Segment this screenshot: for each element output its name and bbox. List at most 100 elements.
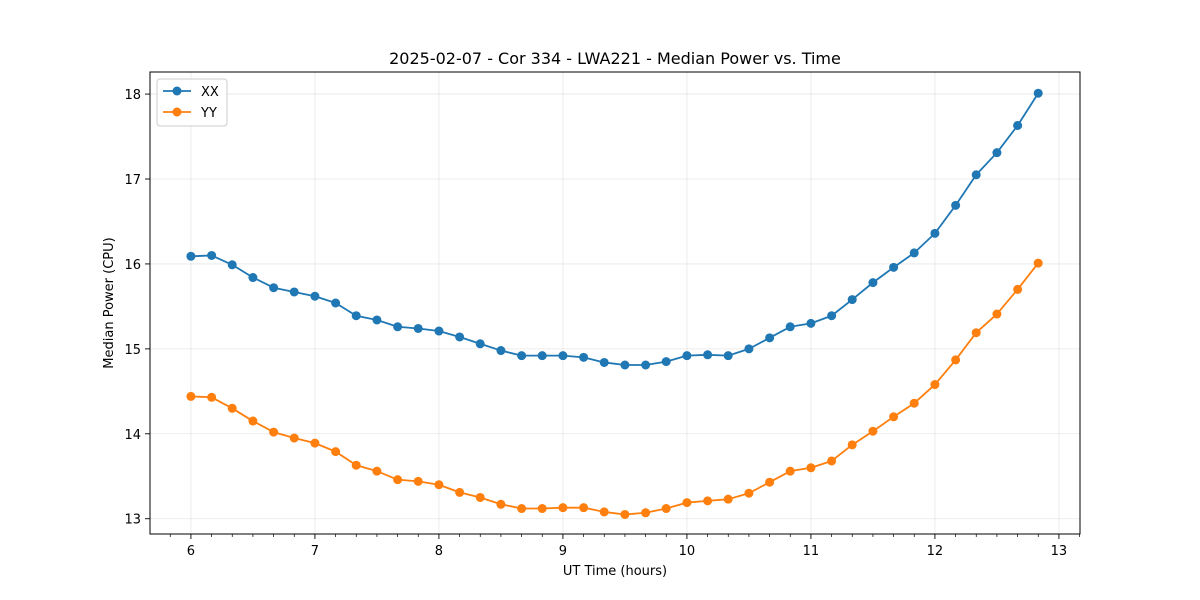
data-point-xx <box>744 344 754 354</box>
data-point-xx <box>723 351 733 361</box>
data-point-xx <box>785 322 795 332</box>
data-point-xx <box>517 351 527 361</box>
data-point-xx <box>889 262 899 272</box>
data-point-yy <box>744 488 754 498</box>
data-point-yy <box>682 498 692 508</box>
data-point-xx <box>393 322 403 332</box>
data-point-xx <box>475 339 485 349</box>
data-point-yy <box>971 328 981 338</box>
x-tick-label: 13 <box>1051 544 1068 559</box>
chart-title: 2025-02-07 - Cor 334 - LWA221 - Median P… <box>389 49 841 68</box>
x-tick-label: 10 <box>679 544 696 559</box>
data-point-xx <box>434 326 444 336</box>
x-tick-label: 12 <box>927 544 944 559</box>
data-point-xx <box>310 291 320 301</box>
y-tick-label: 17 <box>124 173 141 188</box>
data-point-yy <box>475 492 485 502</box>
data-point-yy <box>909 398 919 408</box>
data-point-xx <box>661 357 671 367</box>
data-point-yy <box>496 499 506 509</box>
data-point-xx <box>992 148 1002 158</box>
plot-frame <box>149 71 1081 535</box>
y-tick-label: 13 <box>124 513 141 528</box>
data-point-xx <box>930 228 940 238</box>
data-point-yy <box>331 447 341 457</box>
data-point-yy <box>558 503 568 513</box>
data-point-xx <box>227 260 237 270</box>
legend: XX YY <box>156 78 228 127</box>
data-point-yy <box>351 460 361 470</box>
x-axis-label: UT Time (hours) <box>563 564 667 579</box>
x-tick-label: 6 <box>187 544 195 559</box>
legend-marker-xx <box>172 86 182 96</box>
data-point-yy <box>455 487 465 497</box>
data-point-yy <box>207 392 217 402</box>
data-point-xx <box>1033 88 1043 98</box>
y-tick-label: 18 <box>124 88 141 103</box>
data-point-xx <box>331 298 341 308</box>
data-point-xx <box>827 311 837 321</box>
data-point-xx <box>641 360 651 370</box>
data-point-xx <box>269 283 279 293</box>
data-point-yy <box>930 380 940 390</box>
grid <box>150 72 1080 534</box>
data-point-yy <box>703 496 713 506</box>
data-point-yy <box>661 504 671 514</box>
data-point-xx <box>186 251 196 261</box>
data-point-yy <box>372 466 382 476</box>
data-point-yy <box>620 509 630 519</box>
y-tick-label: 15 <box>124 343 141 358</box>
data-point-yy <box>248 416 258 426</box>
data-point-yy <box>186 391 196 401</box>
data-point-yy <box>785 466 795 476</box>
data-point-xx <box>620 360 630 370</box>
data-point-yy <box>992 309 1002 319</box>
x-tick-label: 8 <box>435 544 443 559</box>
data-point-yy <box>951 355 961 365</box>
legend-label-xx: XX <box>201 85 219 100</box>
y-tick-label: 16 <box>124 258 141 273</box>
axis-ticks: 6 7 8 9 10 11 12 13 13 14 15 16 17 18 <box>124 88 1080 559</box>
data-point-yy <box>599 507 609 517</box>
data-point-xx <box>806 318 816 328</box>
data-point-yy <box>413 476 423 486</box>
data-point-xx <box>289 287 299 297</box>
data-point-yy <box>1013 284 1023 294</box>
data-point-yy <box>868 426 878 436</box>
data-point-xx <box>868 278 878 288</box>
data-point-yy <box>393 475 403 485</box>
data-point-yy <box>537 504 547 514</box>
data-point-xx <box>351 311 361 321</box>
data-point-xx <box>1013 121 1023 130</box>
data-point-xx <box>765 333 775 343</box>
data-point-yy <box>765 477 775 487</box>
data-point-xx <box>971 170 981 180</box>
data-point-yy <box>579 503 589 513</box>
legend-label-yy: YY <box>200 106 217 121</box>
data-point-xx <box>207 250 217 260</box>
data-point-yy <box>847 440 857 450</box>
x-tick-label: 7 <box>311 544 319 559</box>
data-point-xx <box>372 315 382 325</box>
data-point-yy <box>889 412 899 422</box>
data-point-yy <box>227 403 237 413</box>
data-point-yy <box>1033 258 1043 268</box>
data-point-xx <box>703 350 713 360</box>
data-point-xx <box>413 323 423 333</box>
data-point-xx <box>496 346 506 356</box>
data-point-yy <box>269 427 279 437</box>
y-tick-label: 14 <box>124 428 141 443</box>
data-point-yy <box>310 438 320 448</box>
data-point-xx <box>537 351 547 361</box>
y-axis-label: Median Power (CPU) <box>102 237 117 368</box>
data-point-xx <box>579 352 589 362</box>
data-point-yy <box>806 463 816 473</box>
data-point-xx <box>847 295 857 305</box>
series-layer <box>186 88 1043 519</box>
data-point-xx <box>951 200 961 210</box>
data-point-xx <box>455 332 465 342</box>
x-tick-label: 9 <box>559 544 567 559</box>
legend-marker-yy <box>172 107 182 117</box>
data-point-yy <box>517 504 527 514</box>
